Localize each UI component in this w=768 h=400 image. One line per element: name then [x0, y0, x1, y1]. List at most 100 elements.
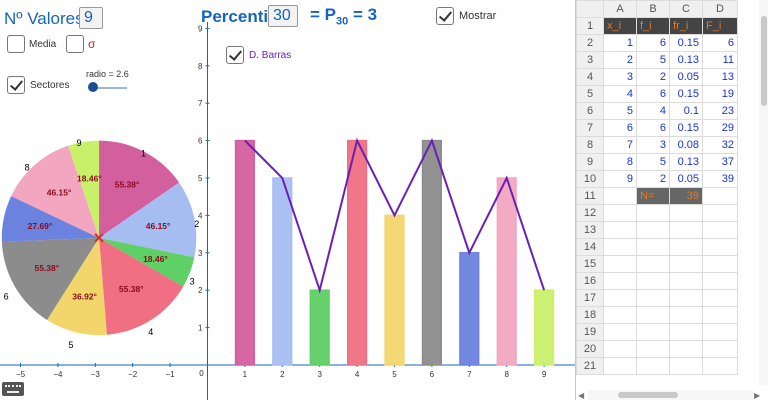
- table-cell[interactable]: [603, 204, 637, 222]
- table-cell[interactable]: 6: [702, 34, 738, 52]
- mostrar-checkbox[interactable]: [436, 7, 454, 25]
- table-cell[interactable]: [702, 323, 738, 341]
- radio-slider-handle[interactable]: [88, 82, 98, 92]
- table-cell[interactable]: 32: [702, 136, 738, 154]
- table-cell[interactable]: [702, 306, 738, 324]
- table-cell[interactable]: [603, 255, 637, 273]
- table-cell[interactable]: fr_i: [669, 17, 703, 35]
- row-header[interactable]: 17: [576, 289, 604, 307]
- column-header[interactable]: C: [669, 0, 703, 18]
- graphics-canvas[interactable]: −5 −4 −3 −2 −1 0 1 2 3 4 5 6 7 8 9123456789155.38°246.…: [0, 0, 575, 400]
- row-header[interactable]: 9: [576, 153, 604, 171]
- vertical-scrollbar-thumb[interactable]: [761, 16, 767, 106]
- table-cell[interactable]: 6: [636, 85, 670, 103]
- table-cell[interactable]: [636, 238, 670, 256]
- table-cell[interactable]: [669, 340, 703, 358]
- row-header[interactable]: 13: [576, 221, 604, 239]
- table-cell[interactable]: 2: [603, 51, 637, 69]
- table-cell[interactable]: [603, 187, 637, 205]
- row-header[interactable]: 1: [576, 17, 604, 35]
- sectores-checkbox[interactable]: [7, 76, 25, 94]
- row-header[interactable]: 12: [576, 204, 604, 222]
- table-cell[interactable]: 4: [636, 102, 670, 120]
- table-cell[interactable]: [636, 221, 670, 239]
- table-cell[interactable]: [636, 357, 670, 375]
- table-cell[interactable]: [669, 221, 703, 239]
- spreadsheet-table[interactable]: A B C D 1 x_i f_i fr_i F_i 2 1 6 0.15 6 3 2 5 0.13 11 4 3 2 0.…: [576, 0, 738, 375]
- table-cell[interactable]: 6: [636, 119, 670, 137]
- corner-cell[interactable]: [576, 0, 604, 18]
- table-cell[interactable]: [669, 306, 703, 324]
- row-header[interactable]: 18: [576, 306, 604, 324]
- table-cell[interactable]: 4: [603, 85, 637, 103]
- table-cell[interactable]: [702, 357, 738, 375]
- table-cell[interactable]: [636, 323, 670, 341]
- table-cell[interactable]: 5: [636, 153, 670, 171]
- column-header[interactable]: A: [603, 0, 637, 18]
- media-checkbox[interactable]: [7, 35, 25, 53]
- table-cell[interactable]: 0.15: [669, 119, 703, 137]
- table-cell[interactable]: [636, 340, 670, 358]
- table-cell[interactable]: 5: [603, 102, 637, 120]
- table-cell[interactable]: 9: [603, 170, 637, 188]
- row-header[interactable]: 15: [576, 255, 604, 273]
- table-cell[interactable]: 0.13: [669, 51, 703, 69]
- table-cell[interactable]: 0.15: [669, 34, 703, 52]
- table-cell[interactable]: 39: [669, 187, 703, 205]
- scroll-left-icon[interactable]: ◀: [578, 391, 585, 400]
- column-header[interactable]: D: [702, 0, 738, 18]
- table-cell[interactable]: [603, 272, 637, 290]
- row-header[interactable]: 2: [576, 34, 604, 52]
- table-cell[interactable]: [636, 272, 670, 290]
- table-cell[interactable]: [669, 289, 703, 307]
- table-cell[interactable]: 11: [702, 51, 738, 69]
- row-header[interactable]: 3: [576, 51, 604, 69]
- table-cell[interactable]: [636, 204, 670, 222]
- table-cell[interactable]: 19: [702, 85, 738, 103]
- n-valores-input[interactable]: 9: [79, 7, 103, 29]
- horizontal-scrollbar[interactable]: [588, 390, 753, 400]
- table-cell[interactable]: 6: [603, 119, 637, 137]
- row-header[interactable]: 21: [576, 357, 604, 375]
- table-cell[interactable]: [669, 357, 703, 375]
- table-cell[interactable]: [702, 187, 738, 205]
- table-cell[interactable]: 7: [603, 136, 637, 154]
- table-cell[interactable]: [603, 238, 637, 256]
- table-cell[interactable]: [636, 289, 670, 307]
- table-cell[interactable]: [702, 272, 738, 290]
- table-cell[interactable]: [669, 323, 703, 341]
- table-cell[interactable]: [702, 221, 738, 239]
- table-cell[interactable]: 8: [603, 153, 637, 171]
- row-header[interactable]: 16: [576, 272, 604, 290]
- table-cell[interactable]: [603, 357, 637, 375]
- table-cell[interactable]: 2: [636, 170, 670, 188]
- table-cell[interactable]: x_i: [603, 17, 637, 35]
- graphics-view[interactable]: −5 −4 −3 −2 −1 0 1 2 3 4 5 6 7 8 9 1 2 3 4 5 6 7 8 9 1 55.38° 2 46.…: [0, 0, 575, 400]
- table-cell[interactable]: 0.1: [669, 102, 703, 120]
- table-cell[interactable]: [669, 204, 703, 222]
- spreadsheet-view[interactable]: A B C D 1 x_i f_i fr_i F_i 2 1 6 0.15 6 3 2 5 0.13 11 4 3 2 0.…: [575, 0, 768, 400]
- table-cell[interactable]: 0.13: [669, 153, 703, 171]
- vertical-scrollbar[interactable]: [759, 0, 768, 385]
- row-header[interactable]: 19: [576, 323, 604, 341]
- row-header[interactable]: 10: [576, 170, 604, 188]
- table-cell[interactable]: [669, 238, 703, 256]
- table-cell[interactable]: [702, 340, 738, 358]
- table-cell[interactable]: [603, 323, 637, 341]
- row-header[interactable]: 7: [576, 119, 604, 137]
- row-header[interactable]: 4: [576, 68, 604, 86]
- table-cell[interactable]: 29: [702, 119, 738, 137]
- sigma-checkbox[interactable]: [66, 35, 84, 53]
- table-cell[interactable]: 13: [702, 68, 738, 86]
- row-header[interactable]: 20: [576, 340, 604, 358]
- table-cell[interactable]: 23: [702, 102, 738, 120]
- table-cell[interactable]: 2: [636, 68, 670, 86]
- row-header[interactable]: 8: [576, 136, 604, 154]
- table-cell[interactable]: 37: [702, 153, 738, 171]
- percentil-input[interactable]: 30: [268, 5, 298, 27]
- table-cell[interactable]: F_i: [702, 17, 738, 35]
- scroll-right-icon[interactable]: ▶: [754, 391, 761, 400]
- row-header[interactable]: 11: [576, 187, 604, 205]
- table-cell[interactable]: 0.15: [669, 85, 703, 103]
- table-cell[interactable]: 3: [636, 136, 670, 154]
